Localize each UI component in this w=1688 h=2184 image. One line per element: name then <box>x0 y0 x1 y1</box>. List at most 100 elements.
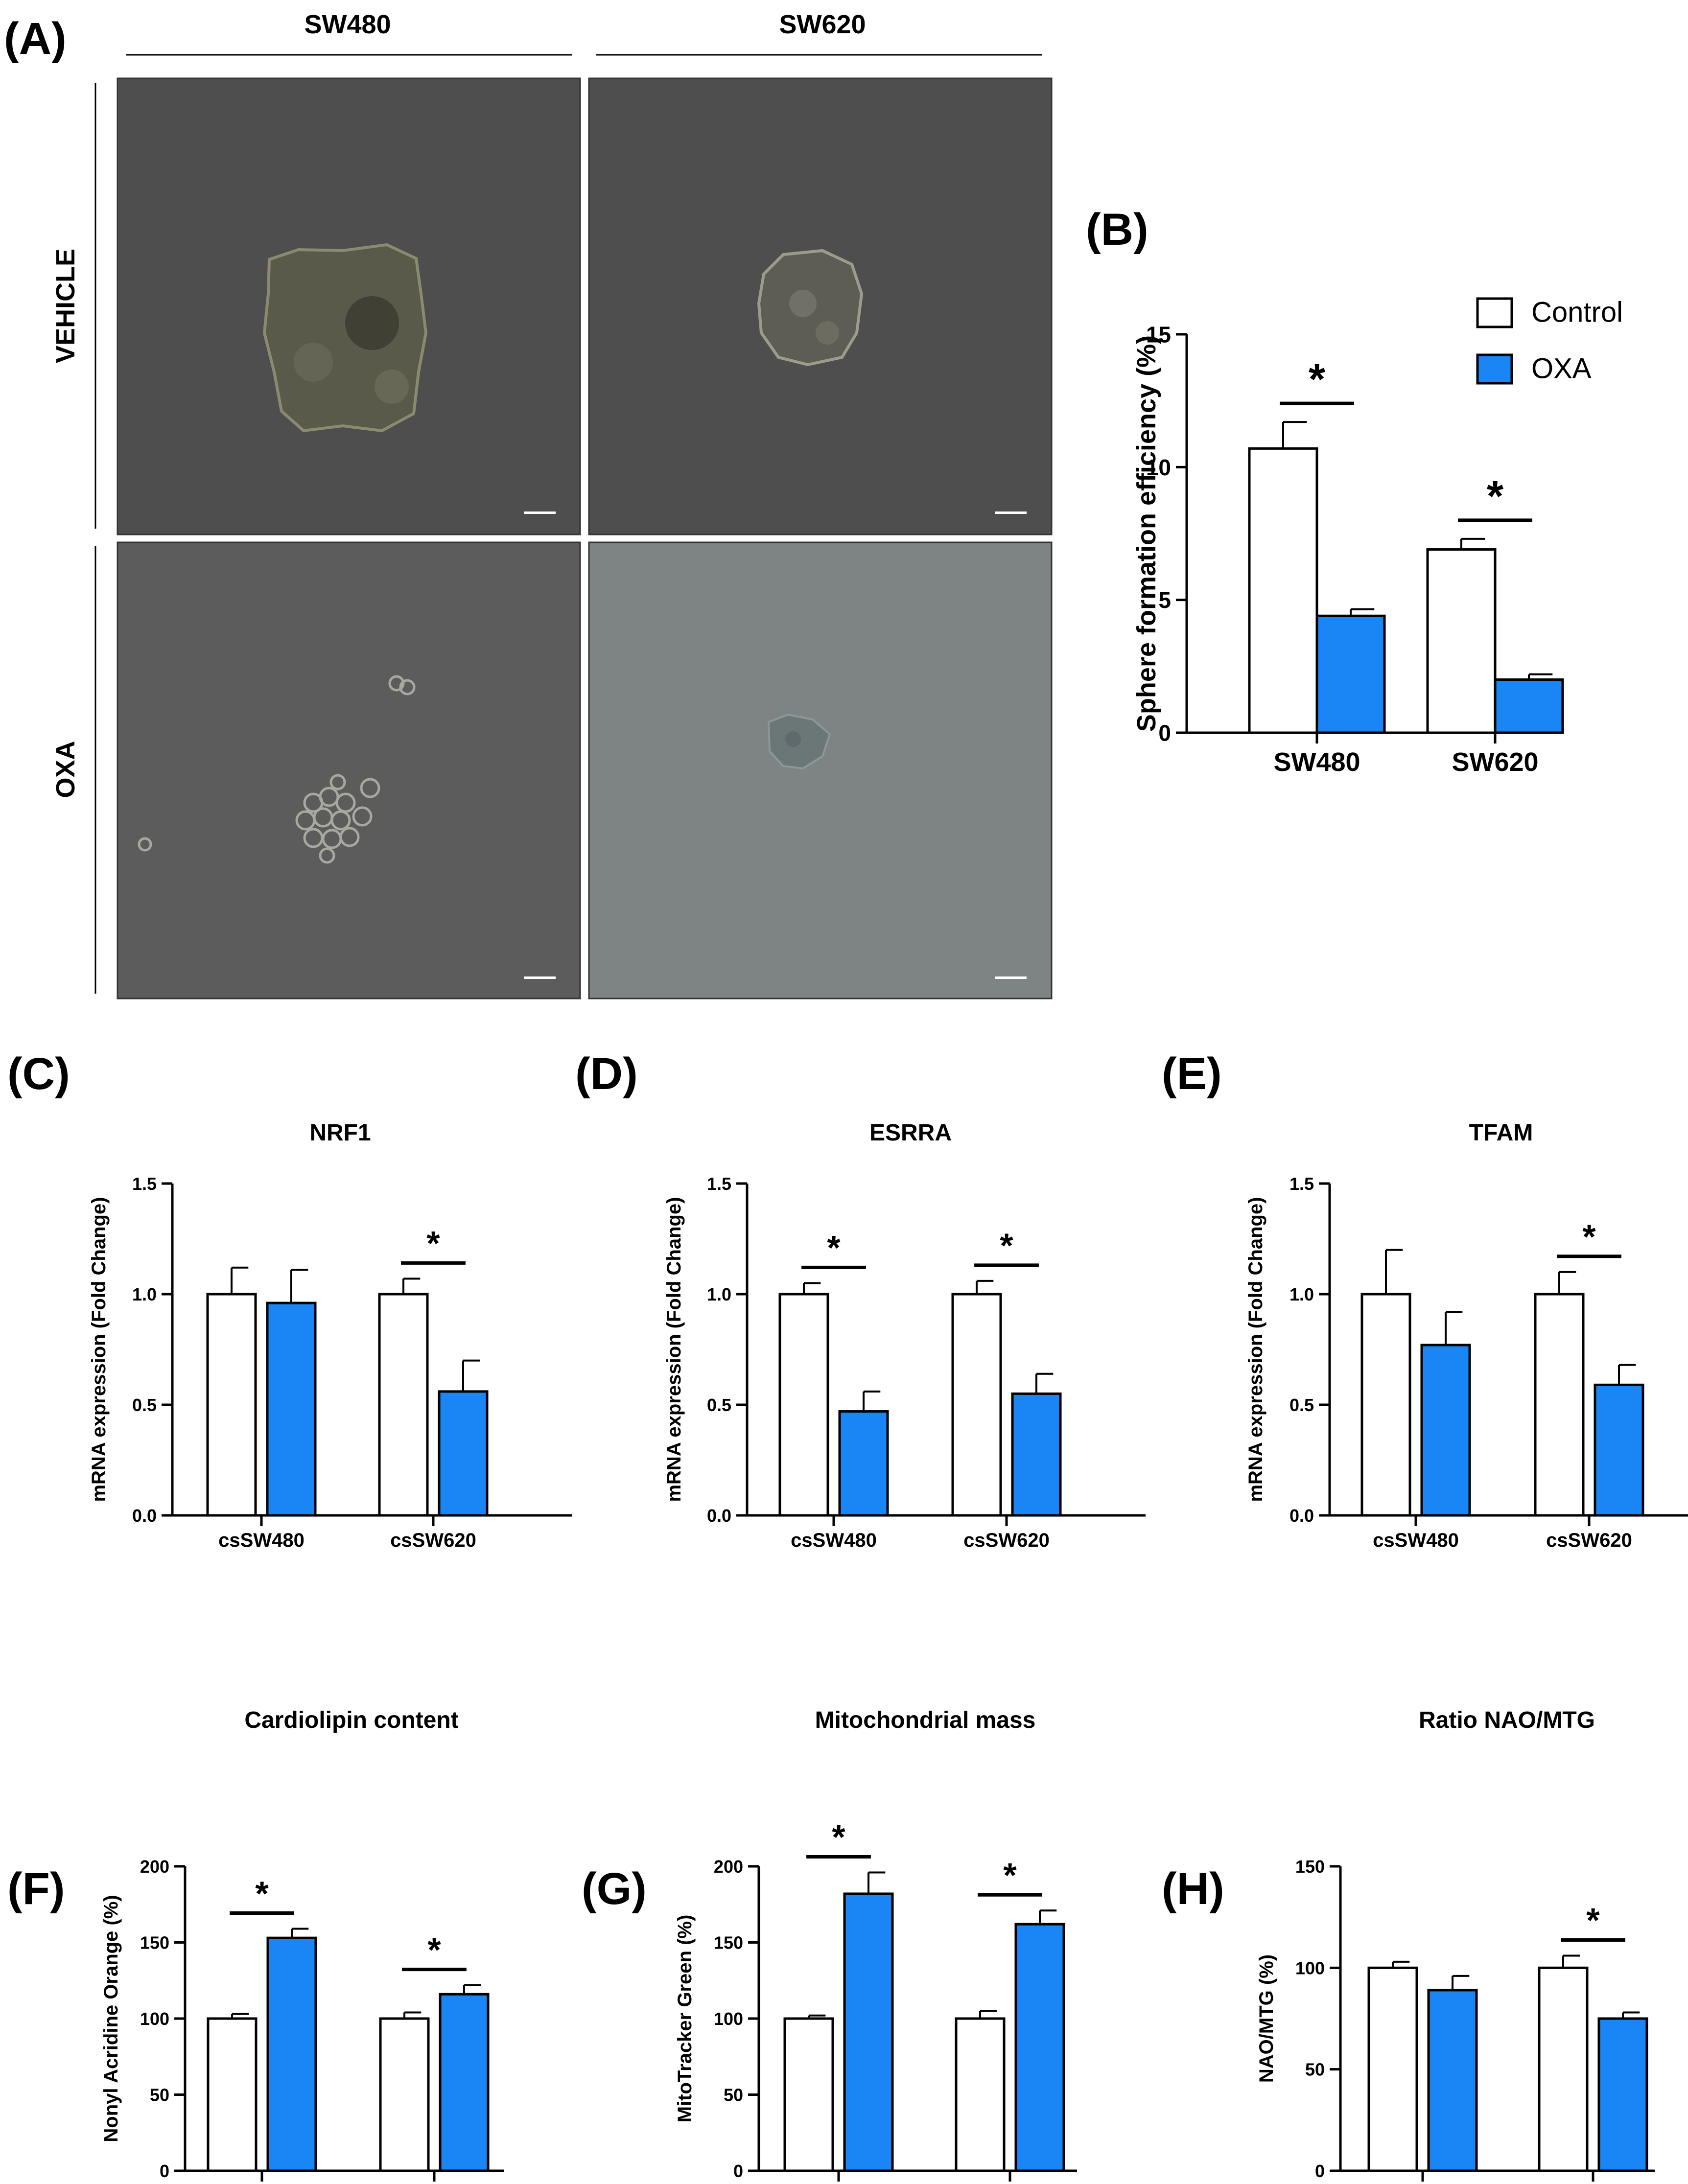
bar-oxa-cssw480 <box>838 1410 889 1517</box>
y-tick-label: 200 <box>140 1857 169 1877</box>
chart-title: Ratio NAO/MTG <box>1419 1707 1595 1733</box>
significance-star: * <box>1582 1218 1596 1256</box>
y-tick-label: 0.0 <box>132 1506 157 1526</box>
chart-title: ESRRA <box>869 1120 952 1146</box>
y-tick-label: 150 <box>714 1932 743 1952</box>
row-label-vehicle: VEHICLE <box>51 249 80 363</box>
panel-a-label: (A) <box>4 14 67 64</box>
significance-star: * <box>255 1874 269 1912</box>
bar-oxa-cssw480 <box>843 1892 894 2172</box>
bar-oxa-cssw480 <box>266 1301 317 1517</box>
y-tick-label: 0 <box>733 2161 743 2181</box>
bar-oxa-cssw620 <box>1014 1923 1065 2172</box>
y-tick-label: 1.5 <box>1289 1174 1314 1194</box>
y-axis-label: MitoTracker Green (%) <box>674 1915 696 2123</box>
y-tick-label: 5 <box>1158 587 1171 613</box>
column-label-sw620: SW620 <box>779 10 866 39</box>
significance-star: * <box>1000 1227 1013 1265</box>
micrograph-vehicle-sw480 <box>117 77 581 535</box>
significance-star: * <box>827 1229 841 1267</box>
y-tick-label: 0 <box>1158 720 1171 746</box>
scale-bar <box>524 511 556 514</box>
chart-title: Cardiolipin content <box>244 1707 458 1733</box>
cell-sphere-icon <box>262 243 428 433</box>
y-tick-label: 50 <box>724 2085 743 2105</box>
bar-control-cssw620 <box>378 1293 429 1517</box>
y-tick-label: 0.5 <box>132 1395 157 1415</box>
row-label-oxa: OXA <box>51 741 80 798</box>
y-tick-label: 50 <box>1305 2060 1325 2080</box>
chart-c: (C) NRF1 0.0 0.5 1.0 1.5 mRNA expression (Fold… <box>7 1049 572 1551</box>
panel-label: (E) <box>1162 1049 1222 1099</box>
bar-control-cssw480 <box>207 2017 258 2172</box>
significance-star: * <box>1003 1856 1017 1894</box>
bar-oxa-cssw620 <box>1011 1392 1062 1517</box>
scale-bar <box>995 976 1027 979</box>
y-tick-label: 1.5 <box>707 1174 731 1194</box>
x-tick-label: SW480 <box>1273 747 1360 777</box>
chart-title: NRF1 <box>309 1120 371 1146</box>
column-label-sw480: SW480 <box>304 10 391 39</box>
bar-control-cssw480 <box>1367 1966 1418 2172</box>
micrograph-oxa-sw620 <box>588 541 1053 999</box>
cell-cluster-icon <box>138 675 416 864</box>
panel-label: (D) <box>575 1049 638 1099</box>
micrograph-vehicle-sw620 <box>588 77 1053 535</box>
significance-star: * <box>832 1818 845 1856</box>
x-tick-label: csSW480 <box>791 1530 877 1551</box>
chart-d: (D) ESRRA 0.0 0.5 1.0 1.5 mRNA expression (Fol… <box>575 1049 1146 1551</box>
legend-label-control: Control <box>1531 297 1623 328</box>
y-tick-label: 0.0 <box>1289 1506 1314 1526</box>
bar-control-cssw620 <box>379 2017 430 2172</box>
bar-oxa-cssw620 <box>1594 1383 1644 1517</box>
y-tick-label: 10 <box>1146 455 1171 480</box>
y-axis-label: mRNA expression (Fold Change) <box>88 1197 110 1502</box>
panel-label: (G) <box>582 1864 647 1914</box>
y-tick-label: 0.5 <box>1289 1395 1314 1415</box>
legend-swatch-oxa <box>1476 353 1513 385</box>
bar-control-cssw620 <box>1538 1966 1589 2172</box>
panel-a: (A) SW480 SW620 VEHICLE OXA <box>4 10 1053 999</box>
legend-swatch-control <box>1476 297 1513 328</box>
micrograph-bg <box>588 541 1053 999</box>
bar-control-cssw620 <box>1534 1293 1585 1517</box>
significance-star: * <box>1586 1901 1600 1939</box>
bar-oxa-cssw480 <box>1420 1344 1471 1517</box>
x-tick-label: SW620 <box>1452 747 1538 777</box>
bar-control-sw480 <box>1248 447 1318 734</box>
y-axis-label: Sphere formation efficiency (%) <box>1132 335 1161 732</box>
bar-oxa-sw480 <box>1315 614 1386 734</box>
y-tick-label: 50 <box>150 2085 169 2105</box>
bar-oxa-cssw480 <box>1427 1989 1478 2172</box>
cell-cluster-icon <box>767 713 831 770</box>
significance-star: * <box>1487 471 1504 520</box>
y-axis-label: Nonyl Acridine Orange (%) <box>100 1895 122 2142</box>
y-tick-label: 150 <box>1295 1857 1325 1877</box>
significance-star: * <box>427 1930 441 1969</box>
y-axis-label: mRNA expression (Fold Change) <box>1245 1197 1266 1502</box>
cell-sphere-icon <box>757 249 864 367</box>
bar-control-cssw620 <box>951 1293 1002 1517</box>
x-tick-label: csSW620 <box>390 1530 476 1551</box>
scale-bar <box>524 976 556 979</box>
y-tick-label: 100 <box>714 2009 743 2029</box>
y-tick-label: 100 <box>140 2009 169 2029</box>
significance-star: * <box>1309 355 1326 403</box>
y-tick-label: 1.0 <box>1289 1284 1314 1304</box>
y-tick-label: 0 <box>160 2161 169 2181</box>
chart-f: (F) Cardiolipin content 0 50 100 150 200 Nonyl … <box>7 1707 504 2182</box>
micrograph-oxa-sw480 <box>117 541 581 999</box>
y-tick-label: 0 <box>1315 2161 1325 2181</box>
bar-control-cssw480 <box>783 2017 834 2172</box>
y-tick-label: 100 <box>1295 1958 1325 1978</box>
bar-control-cssw620 <box>955 2017 1006 2172</box>
y-tick-label: 1.0 <box>707 1284 731 1304</box>
significance-star: * <box>426 1224 440 1262</box>
bar-oxa-cssw620 <box>438 1390 489 1517</box>
chart-title: Mitochondrial mass <box>815 1707 1036 1733</box>
y-axis-label: NAO/MTG (%) <box>1256 1954 1277 2083</box>
y-axis-label: mRNA expression (Fold Change) <box>663 1197 685 1502</box>
bar-oxa-cssw480 <box>266 1936 317 2172</box>
